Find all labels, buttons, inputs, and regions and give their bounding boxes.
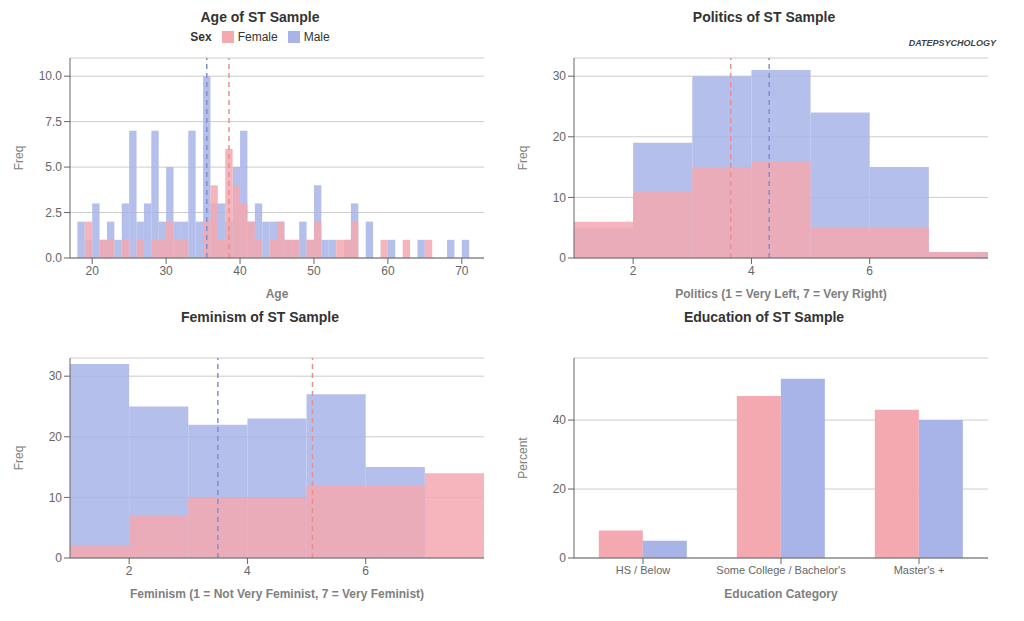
svg-text:40: 40: [233, 264, 247, 278]
svg-text:Education Category: Education Category: [724, 587, 838, 601]
svg-text:60: 60: [381, 264, 395, 278]
html-text:Male: Male: [303, 30, 330, 44]
html-text:Feminism of ST Sample: Feminism of ST Sample: [181, 309, 339, 325]
svg-text:2: 2: [126, 564, 133, 578]
svg-text:10: 10: [553, 191, 567, 205]
svg-text:Some College / Bachelor's: Some College / Bachelor's: [716, 564, 846, 576]
html-text:Politics of ST Sample: Politics of ST Sample: [692, 9, 836, 25]
svg-text:6: 6: [866, 264, 873, 278]
svg-text:30: 30: [159, 264, 173, 278]
svg-text:30: 30: [49, 369, 63, 383]
svg-text:50: 50: [307, 264, 321, 278]
svg-text:HS / Below: HS / Below: [616, 564, 670, 576]
svg-text:Percent: Percent: [516, 437, 530, 479]
svg-text:Freq: Freq: [12, 146, 26, 171]
svg-text:Master's +: Master's +: [894, 564, 945, 576]
svg-text:6: 6: [362, 564, 369, 578]
html-text:Sex: Sex: [190, 30, 212, 44]
svg-text:7.5: 7.5: [45, 115, 62, 129]
html-text:Education of ST Sample: Education of ST Sample: [683, 309, 845, 325]
svg-text:Politics (1 = Very Left, 7 = V: Politics (1 = Very Left, 7 = Very Right): [675, 287, 886, 301]
svg-text:Freq: Freq: [12, 446, 26, 471]
svg-text:Feminism (1 = Not Very Feminis: Feminism (1 = Not Very Feminist, 7 = Ver…: [130, 587, 424, 601]
svg-text:40: 40: [553, 413, 567, 427]
html-text:DATEPSYCHOLOGY: DATEPSYCHOLOGY: [908, 38, 996, 48]
html-text:Age of ST Sample: Age of ST Sample: [200, 9, 320, 25]
svg-text:20: 20: [553, 130, 567, 144]
svg-text:10.0: 10.0: [39, 69, 63, 83]
svg-text:20: 20: [85, 264, 99, 278]
svg-text:2.5: 2.5: [45, 206, 62, 220]
svg-text:20: 20: [553, 482, 567, 496]
svg-text:0: 0: [559, 251, 566, 265]
svg-text:0: 0: [559, 551, 566, 565]
svg-text:70: 70: [455, 264, 469, 278]
svg-text:5.0: 5.0: [45, 160, 62, 174]
svg-text:0.0: 0.0: [45, 251, 62, 265]
svg-text:2: 2: [630, 264, 637, 278]
svg-text:Freq: Freq: [516, 146, 530, 171]
html-text:Female: Female: [237, 30, 278, 44]
svg-text:4: 4: [244, 564, 251, 578]
svg-text:10: 10: [49, 491, 63, 505]
svg-text:20: 20: [49, 430, 63, 444]
svg-text:30: 30: [553, 69, 567, 83]
svg-text:Age: Age: [266, 287, 289, 301]
svg-text:4: 4: [748, 264, 755, 278]
svg-text:0: 0: [55, 551, 62, 565]
